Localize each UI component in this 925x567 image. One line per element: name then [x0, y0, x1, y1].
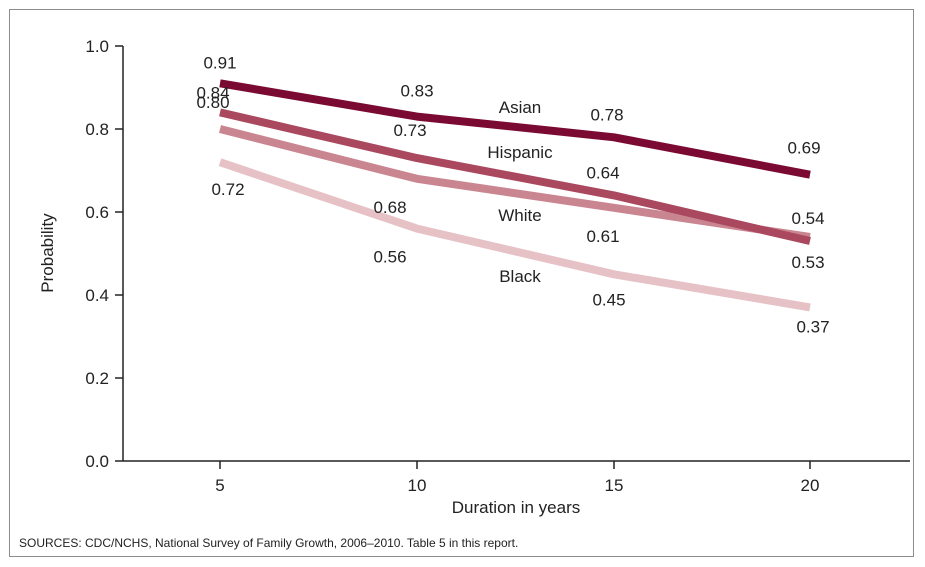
data-label-white: 0.80 [196, 93, 229, 112]
data-label-white: 0.61 [586, 227, 619, 246]
data-label-asian: 0.78 [590, 105, 623, 124]
data-label-black: 0.72 [211, 180, 244, 199]
data-label-hispanic: 0.53 [791, 253, 824, 272]
x-tick-label: 5 [215, 476, 224, 495]
data-label-white: 0.54 [791, 209, 824, 228]
data-label-black: 0.56 [373, 248, 406, 267]
series-label-asian: Asian [499, 98, 542, 117]
data-label-hispanic: 0.73 [393, 121, 426, 140]
data-label-black: 0.37 [796, 317, 829, 336]
y-tick-label: 0.0 [85, 452, 109, 471]
series-label-black: Black [499, 267, 541, 286]
source-note: SOURCES: CDC/NCHS, National Survey of Fa… [19, 536, 519, 550]
series-line-hispanic [219, 108, 811, 245]
y-tick-label: 0.4 [85, 286, 109, 305]
data-label-hispanic: 0.64 [586, 163, 619, 182]
y-tick-label: 0.8 [85, 120, 109, 139]
y-tick-label: 0.6 [85, 203, 109, 222]
data-label-asian: 0.83 [400, 82, 433, 101]
x-tick-label: 15 [605, 476, 624, 495]
x-tick-label: 20 [801, 476, 820, 495]
chart-frame [9, 9, 914, 557]
series-line-white [219, 125, 811, 241]
series-label-hispanic: Hispanic [487, 143, 553, 162]
data-label-asian: 0.91 [203, 53, 236, 72]
x-tick-label: 10 [408, 476, 427, 495]
data-label-white: 0.68 [373, 198, 406, 217]
x-axis-title: Duration in years [452, 498, 581, 517]
series-line-black [218, 158, 811, 312]
data-label-asian: 0.69 [787, 139, 820, 158]
y-axis-title: Probability [38, 213, 57, 293]
series-label-white: White [498, 206, 541, 225]
y-tick-label: 1.0 [85, 37, 109, 56]
series-line-asian [219, 79, 811, 179]
data-label-hispanic: 0.84 [196, 83, 229, 102]
y-tick-label: 0.2 [85, 369, 109, 388]
data-label-black: 0.45 [592, 290, 625, 309]
